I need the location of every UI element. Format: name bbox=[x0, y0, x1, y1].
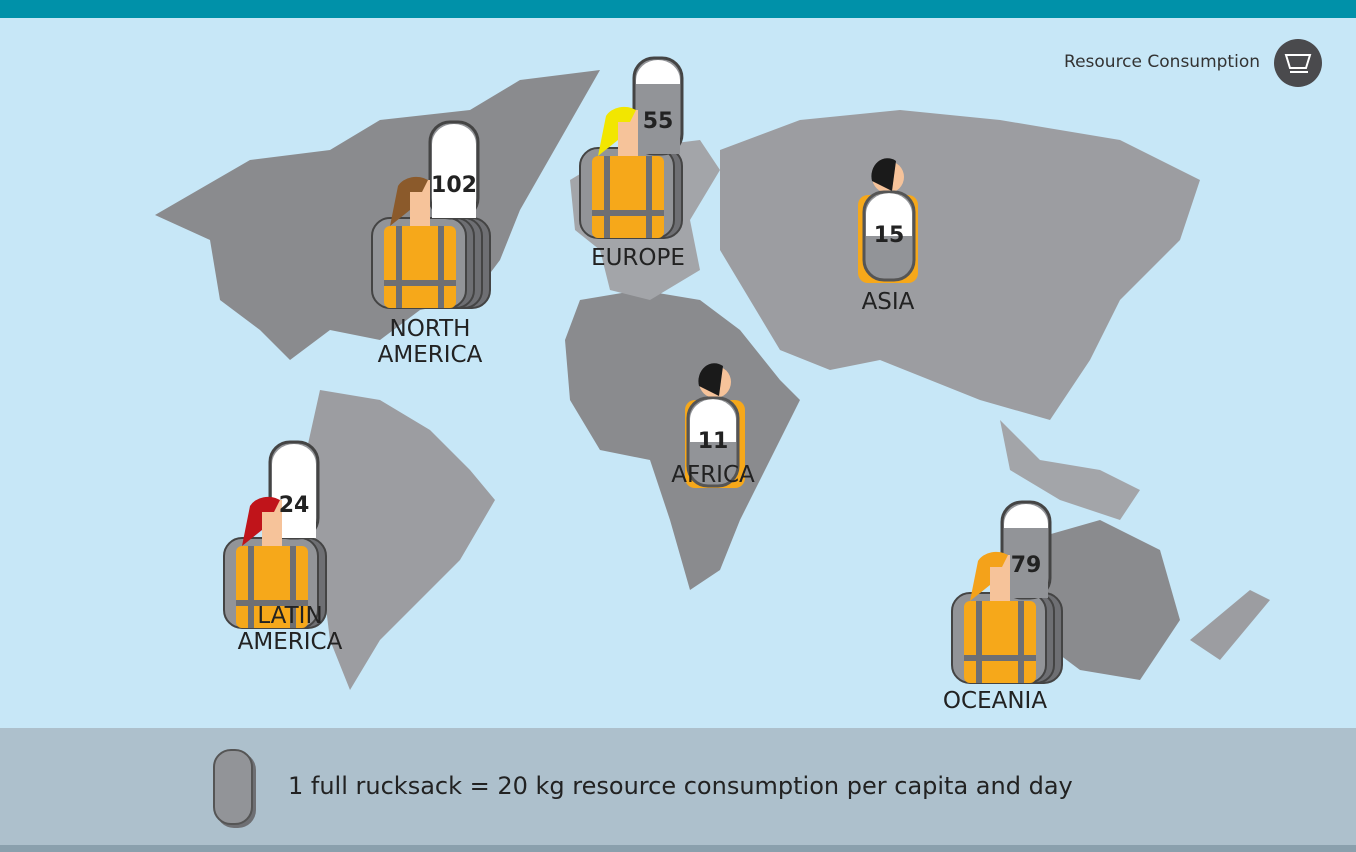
hair bbox=[970, 551, 1008, 601]
legend-rucksack bbox=[213, 749, 256, 828]
region-figure: 11 bbox=[685, 363, 745, 488]
hair bbox=[598, 106, 636, 156]
region-name: EUROPE bbox=[591, 245, 685, 271]
value-label: 55 bbox=[643, 109, 674, 134]
region-figure: 55 bbox=[579, 56, 684, 239]
value-label: 102 bbox=[431, 173, 477, 198]
strap bbox=[438, 226, 444, 308]
region-name: AFRICA bbox=[671, 462, 755, 488]
strap bbox=[248, 546, 254, 628]
value-sack-fill bbox=[690, 399, 736, 442]
hair bbox=[390, 176, 428, 226]
value-label: 11 bbox=[698, 429, 729, 454]
strap bbox=[646, 156, 652, 238]
legend-text: 1 full rucksack = 20 kg resource consump… bbox=[288, 772, 1073, 800]
region-name: LATIN AMERICA bbox=[237, 603, 343, 655]
strap bbox=[976, 601, 982, 683]
value-label: 79 bbox=[1011, 553, 1042, 578]
region-figure: 15 bbox=[858, 158, 918, 283]
bottom-line bbox=[0, 845, 1356, 852]
body bbox=[384, 226, 456, 308]
strap bbox=[604, 156, 610, 238]
strap bbox=[384, 280, 456, 286]
region-name: OCEANIA bbox=[942, 688, 1048, 714]
value-sack-top bbox=[1004, 504, 1048, 528]
region-figure: 79 bbox=[951, 500, 1063, 684]
cart-icon bbox=[1274, 39, 1322, 87]
strap bbox=[592, 210, 664, 216]
strap bbox=[236, 600, 308, 606]
region-name: NORTH AMERICA bbox=[377, 316, 483, 368]
strap bbox=[290, 546, 296, 628]
value-sack-fill bbox=[866, 193, 912, 236]
region-name: ASIA bbox=[861, 289, 915, 315]
value-sack-fill bbox=[432, 124, 476, 218]
hair bbox=[242, 496, 280, 546]
strap bbox=[964, 655, 1036, 661]
body bbox=[964, 601, 1036, 683]
value-sack-fill bbox=[272, 444, 316, 538]
hair bbox=[871, 158, 896, 191]
header-title: Resource Consumption bbox=[1064, 52, 1260, 72]
region-figure: 24 bbox=[223, 440, 327, 629]
value-label: 24 bbox=[279, 493, 310, 518]
region-figure: 102 bbox=[371, 120, 491, 309]
cart-icon-glyph bbox=[1284, 54, 1312, 73]
strap bbox=[396, 226, 402, 308]
body bbox=[592, 156, 664, 238]
value-label: 15 bbox=[874, 223, 905, 248]
value-sack-top bbox=[636, 60, 680, 84]
strap bbox=[1018, 601, 1024, 683]
top-bar bbox=[0, 0, 1356, 18]
hair bbox=[698, 363, 723, 396]
